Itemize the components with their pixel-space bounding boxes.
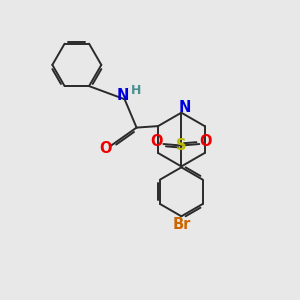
Text: O: O: [200, 134, 212, 149]
Text: N: N: [179, 100, 191, 115]
Text: H: H: [131, 84, 141, 97]
Text: O: O: [151, 134, 163, 149]
Text: O: O: [100, 141, 112, 156]
Text: N: N: [117, 88, 129, 103]
Text: Br: Br: [172, 217, 190, 232]
Text: S: S: [176, 138, 187, 153]
